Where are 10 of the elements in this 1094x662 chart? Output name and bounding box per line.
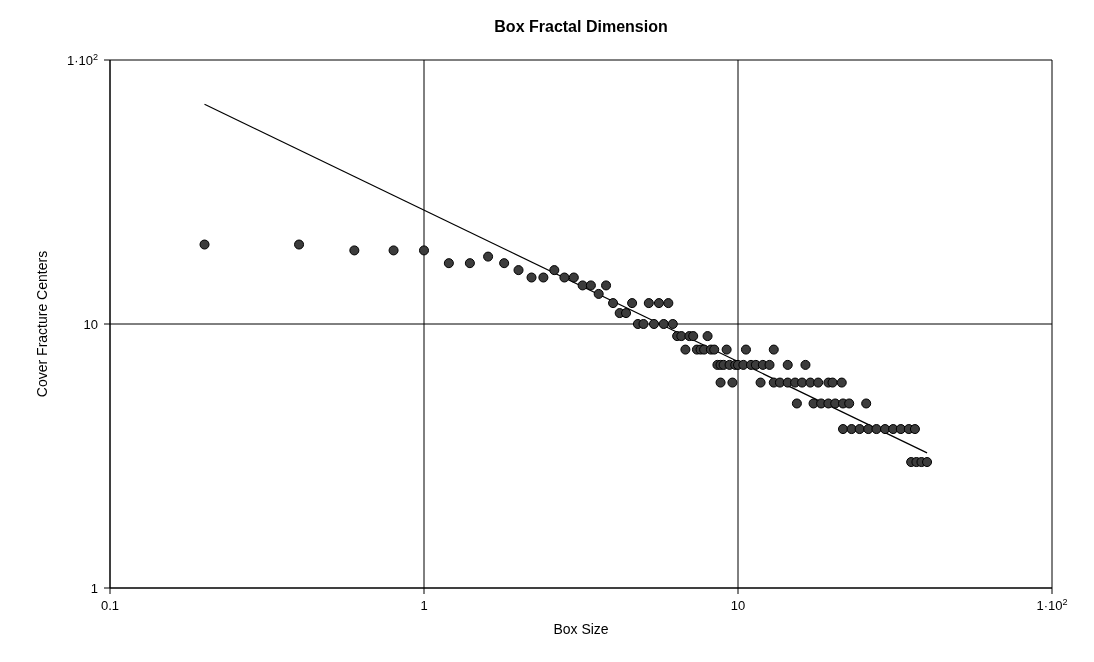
y-axis-title: Cover Fracture Centers — [33, 250, 50, 398]
x-tick-label: 1 — [420, 598, 428, 613]
y-tick-label: 10 — [83, 317, 98, 332]
y-tick-label: 1·10$^{2}$ — [66, 52, 98, 68]
x-tick-label: 0.1 — [100, 598, 120, 613]
x-axis-title: Box Size — [553, 621, 609, 637]
x-tick-label: 1·10$^{2}$ — [1036, 597, 1068, 613]
chart-title: Box Fractal Dimension — [494, 18, 668, 35]
x-tick-label: 10 — [730, 598, 746, 613]
y-tick-label: 1 — [90, 581, 98, 596]
